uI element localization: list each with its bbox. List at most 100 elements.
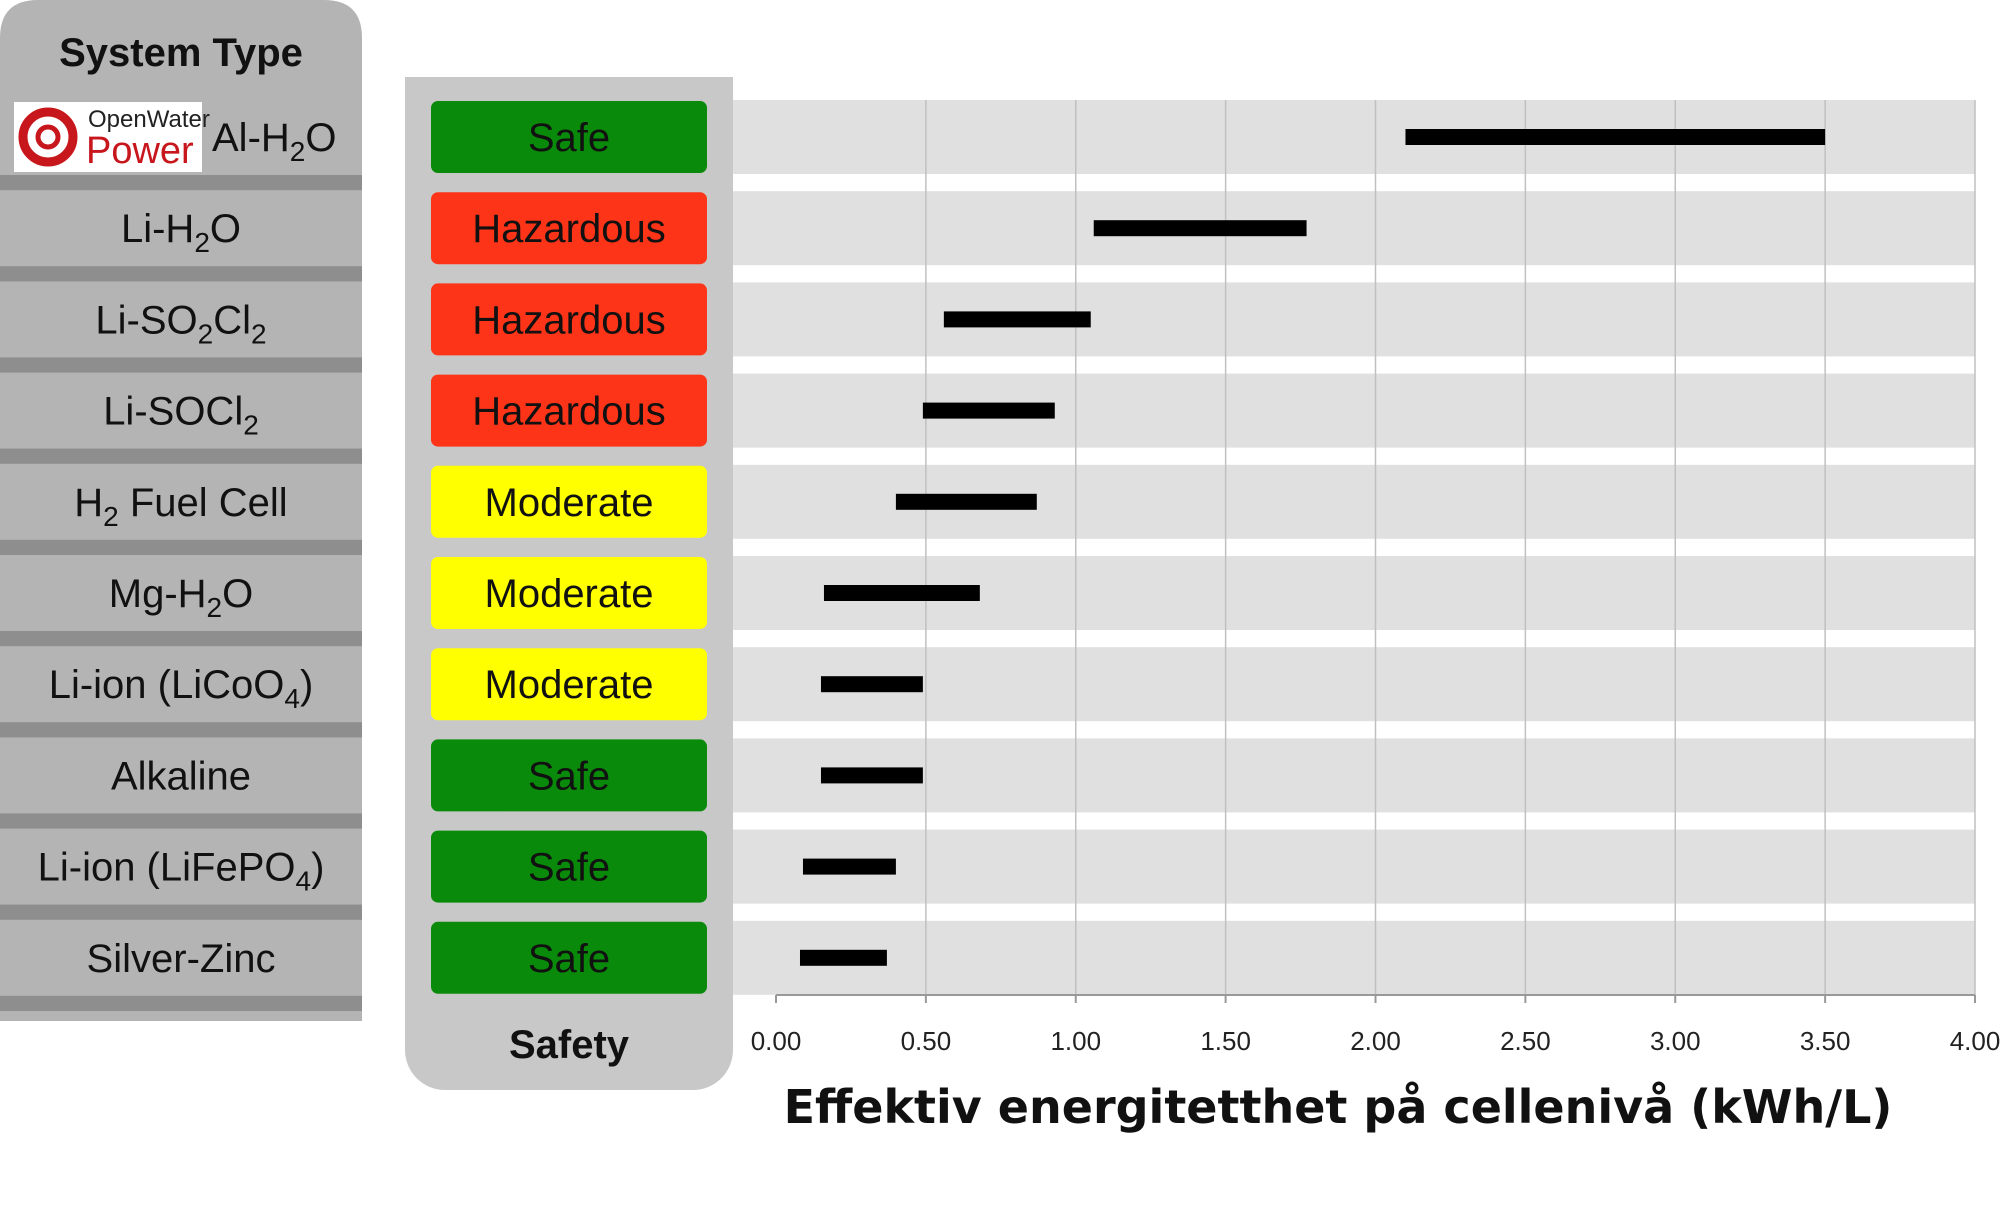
logo-ring-icon [18,107,78,167]
system-label: Alkaline [111,754,251,798]
safety-badge-label: Moderate [485,572,654,616]
logo-inner-ring-icon [35,124,61,150]
row-1: Li-H2O Hazardous [0,192,1307,282]
subscript: 2 [251,318,267,349]
safety-badge-moderate [431,465,707,538]
x-tick-label: 4.00 [1950,1026,2000,1056]
energy-range-bar [820,767,923,784]
row-5: Mg-H2O Moderate [0,557,980,647]
row-9: Silver-Zinc Safe [0,921,887,1011]
system-label: Li-SO2Cl2 [95,298,266,349]
system-row-divider [0,266,362,282]
safety-badge-label: Safe [528,754,610,798]
energy-range-bar [922,402,1055,419]
safety-badge-label: Safe [528,937,610,981]
label-part: Mg-H [109,572,207,616]
row-band [733,373,1975,448]
row-4: H2 Fuel Cell Moderate [0,465,1037,555]
row-band [733,191,1975,266]
system-label: Li-ion (LiFePO4) [38,846,325,897]
label-part: Cl [213,298,251,342]
row-3: Li-SOCl2 Hazardous [0,374,1055,464]
system-label: Al-H2O [212,116,336,167]
energy-range-bar [895,493,1037,510]
label-part: Li-SOCl [103,390,243,434]
label-part: Li-ion (LiCoO [49,663,285,707]
safety-badge-label: Moderate [485,481,654,525]
energy-range-bar [823,585,980,601]
safety-badge-moderate [431,557,707,629]
subscript: 2 [103,501,119,532]
row-band [733,647,1975,722]
x-axis-label: Effektiv energitetthet på cellenivå (kWh… [784,1080,1893,1134]
x-tick-label: 2.50 [1500,1026,1551,1056]
subscript: 4 [295,866,311,897]
label-part: ) [311,846,324,890]
safety-badge-hazardous [431,192,707,265]
row-2: Li-SO2Cl2 Hazardous [0,283,1091,373]
label-part: Li-H [121,207,194,251]
logo-line2: Power [86,130,194,172]
x-tick-label: 2.00 [1350,1026,1401,1056]
label-part: O [305,116,336,160]
system-row-divider [0,995,362,1011]
row-6: Li-ion (LiCoO4) Moderate [0,648,923,738]
grid-lines [925,100,1976,995]
safety-badge-hazardous [431,374,707,447]
safety-badge-label: Hazardous [472,298,665,342]
safety-badge-safe [431,921,707,994]
system-row-divider [0,722,362,738]
safety-badge-safe [431,101,707,173]
label-part: Li-ion (LiFePO [38,846,296,890]
x-tick-label: 3.00 [1650,1026,1701,1056]
safety-badge-moderate [431,648,707,721]
system-label: Li-H2O [121,207,241,258]
label-part: ) [300,663,313,707]
row-band [733,282,1975,357]
row-band [733,829,1975,904]
system-row-divider [0,813,362,829]
x-tick-label: 1.50 [1200,1026,1251,1056]
system-row-divider [0,539,362,555]
system-label: Mg-H2O [109,572,253,623]
safety-badge-label: Moderate [485,663,654,707]
x-tick-label: 0.00 [751,1026,802,1056]
row-bands [733,100,1975,995]
label-part: O [222,572,253,616]
subscript: 4 [284,683,300,714]
energy-range-bar [1093,220,1307,237]
safety-badge-hazardous [431,283,707,356]
safety-badge-safe [431,830,707,903]
safety-badge-label: Hazardous [472,390,665,434]
system-column-panel [0,0,362,1021]
safety-header: Safety [509,1023,630,1067]
system-row-divider [0,175,362,191]
safety-badge-label: Safe [528,846,610,890]
system-label: Li-SOCl2 [103,390,259,441]
energy-range-bar [799,949,887,966]
energy-range-bar [1405,129,1826,145]
label-part: Al-H [212,116,290,160]
label-part: Fuel Cell [119,481,288,525]
system-row-divider [0,448,362,464]
label-part: Alkaline [111,754,251,798]
system-row-divider [0,904,362,920]
system-row-divider [0,631,362,647]
safety-badge-label: Hazardous [472,207,665,251]
subscript: 2 [207,592,223,623]
label-part: O [210,207,241,251]
label-part: H [74,481,103,525]
energy-range-bar [943,311,1091,328]
safety-badge-label: Safe [528,116,610,160]
subscript: 2 [290,136,306,167]
row-8: Li-ion (LiFePO4) Safe [0,830,896,920]
x-tick-label: 3.50 [1800,1026,1851,1056]
system-label: Silver-Zinc [87,937,276,981]
energy-range-bar [802,858,896,875]
label-part: Li-SO [95,298,197,342]
row-band [733,738,1975,813]
